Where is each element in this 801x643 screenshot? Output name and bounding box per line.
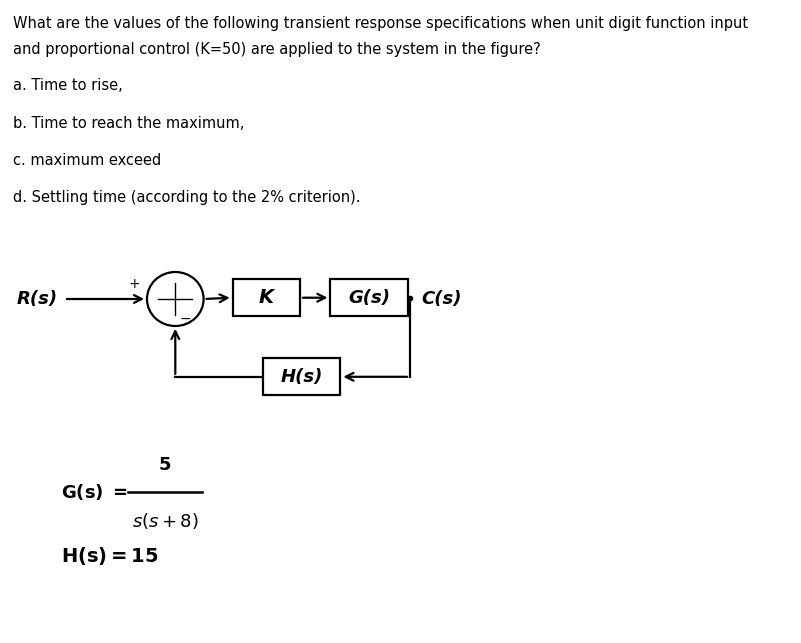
Text: K: K xyxy=(259,288,274,307)
Text: C(s): C(s) xyxy=(421,290,462,308)
Text: $\mathbf{H(s) = 15}$: $\mathbf{H(s) = 15}$ xyxy=(61,545,158,567)
Text: H(s): H(s) xyxy=(280,368,323,386)
Text: $s(s+8)$: $s(s+8)$ xyxy=(132,511,199,531)
Text: 5: 5 xyxy=(159,456,171,474)
FancyBboxPatch shape xyxy=(263,358,340,395)
Text: R(s): R(s) xyxy=(16,290,58,308)
Text: +: + xyxy=(129,277,140,291)
Text: d. Settling time (according to the 2% criterion).: d. Settling time (according to the 2% cr… xyxy=(14,190,361,205)
Text: −: − xyxy=(179,312,191,326)
Text: $\mathbf{G(s)}$$\ \mathbf{=}\ $: $\mathbf{G(s)}$$\ \mathbf{=}\ $ xyxy=(61,482,127,502)
FancyBboxPatch shape xyxy=(232,279,300,316)
Text: a. Time to rise,: a. Time to rise, xyxy=(14,78,123,93)
Text: c. maximum exceed: c. maximum exceed xyxy=(14,153,162,168)
Text: and proportional control (K=50) are applied to the system in the figure?: and proportional control (K=50) are appl… xyxy=(14,42,541,57)
Text: b. Time to reach the maximum,: b. Time to reach the maximum, xyxy=(14,116,245,131)
FancyBboxPatch shape xyxy=(330,279,408,316)
Text: What are the values of the following transient response specifications when unit: What are the values of the following tra… xyxy=(14,16,749,31)
Text: G(s): G(s) xyxy=(348,289,390,307)
